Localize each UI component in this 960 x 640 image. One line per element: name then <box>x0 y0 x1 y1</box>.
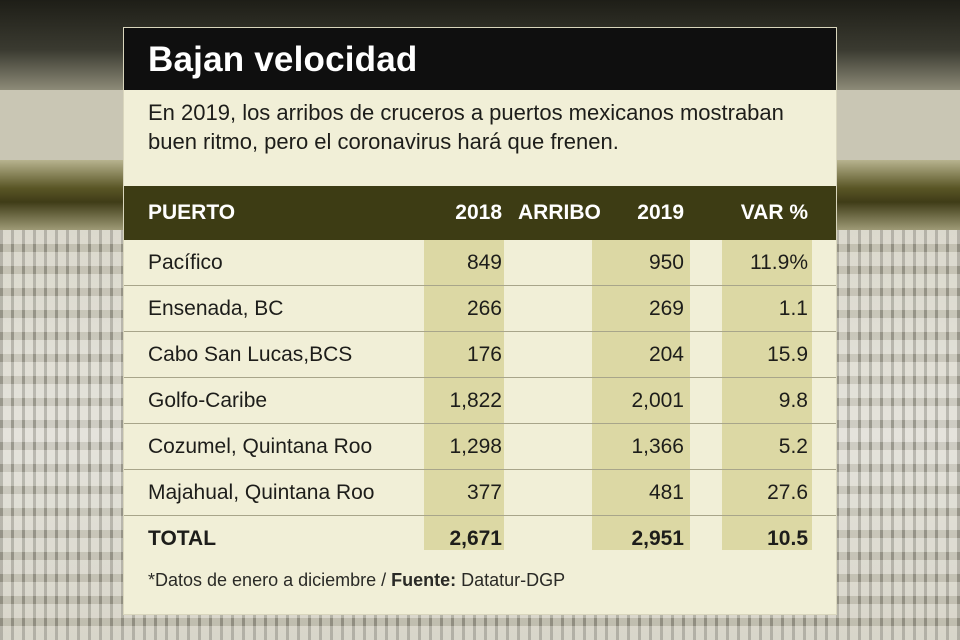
cell-total-2018: 2,671 <box>449 527 502 550</box>
cell-2018: 377 <box>466 481 502 504</box>
header-2019: 2019 <box>637 201 684 224</box>
cell-2019: 950 <box>648 251 684 274</box>
cell-2019: 1,366 <box>631 435 684 458</box>
cell-puerto: Pacífico <box>148 251 223 274</box>
cell-total-label: TOTAL <box>148 527 217 550</box>
header-var: VAR % <box>740 201 808 224</box>
cell-2019: 481 <box>648 481 684 504</box>
table-row: Cabo San Lucas,BCS 176 204 15.9 <box>124 332 836 378</box>
cell-2018: 1,822 <box>449 389 502 412</box>
cell-2018: 849 <box>466 251 502 274</box>
cell-2018: 176 <box>466 343 502 366</box>
page-title: Bajan velocidad <box>148 40 418 79</box>
cell-var: 11.9% <box>750 251 808 274</box>
header-2018: 2018 <box>455 201 502 224</box>
cell-puerto: Golfo-Caribe <box>148 389 268 412</box>
table-row: Pacífico 849 950 11.9% <box>124 240 836 286</box>
cell-2019: 269 <box>648 297 684 320</box>
header-arribo: ARRIBO <box>518 201 601 224</box>
subtitle: En 2019, los arribos de cruceros a puert… <box>148 100 784 154</box>
footnote: *Datos de enero a diciembre / Fuente: Da… <box>148 568 565 592</box>
cell-puerto: Ensenada, BC <box>148 297 284 320</box>
table-header: PUERTO 2018 ARRIBO 2019 VAR % <box>124 186 836 240</box>
table-row: Golfo-Caribe 1,822 2,001 9.8 <box>124 378 836 424</box>
column-shade-2018 <box>424 240 504 550</box>
cell-puerto: Majahual, Quintana Roo <box>148 481 375 504</box>
cell-var: 1.1 <box>778 297 808 320</box>
table-row: Cozumel, Quintana Roo 1,298 1,366 5.2 <box>124 424 836 470</box>
cell-total-2019: 2,951 <box>631 527 684 550</box>
cell-total-var: 10.5 <box>767 527 808 550</box>
table-row: Majahual, Quintana Roo 377 481 27.6 <box>124 470 836 516</box>
cell-var: 15.9 <box>767 343 808 366</box>
footnote-note: *Datos de enero a diciembre / <box>148 570 392 590</box>
table-body: Pacífico 849 950 11.9% Ensenada, BC 266 … <box>124 240 836 561</box>
cell-2019: 2,001 <box>631 389 684 412</box>
cell-var: 5.2 <box>778 435 808 458</box>
cell-var: 9.8 <box>778 389 808 412</box>
cell-2018: 1,298 <box>449 435 502 458</box>
cell-puerto: Cabo San Lucas,BCS <box>148 343 353 366</box>
table-row: Ensenada, BC 266 269 1.1 <box>124 286 836 332</box>
column-shade-var <box>722 240 812 550</box>
cell-2018: 266 <box>466 297 502 320</box>
cell-puerto: Cozumel, Quintana Roo <box>148 435 373 458</box>
title-bar: Bajan velocidad <box>124 28 836 90</box>
cell-2019: 204 <box>648 343 684 366</box>
header-puerto: PUERTO <box>148 201 236 224</box>
cell-var: 27.6 <box>767 481 808 504</box>
infographic-card: Bajan velocidad En 2019, los arribos de … <box>124 28 836 614</box>
footnote-source: Datatur-DGP <box>456 570 566 590</box>
footnote-source-label: Fuente: <box>391 570 457 590</box>
column-shade-2019 <box>592 240 690 550</box>
table-row-total: TOTAL 2,671 2,951 10.5 <box>124 516 836 561</box>
